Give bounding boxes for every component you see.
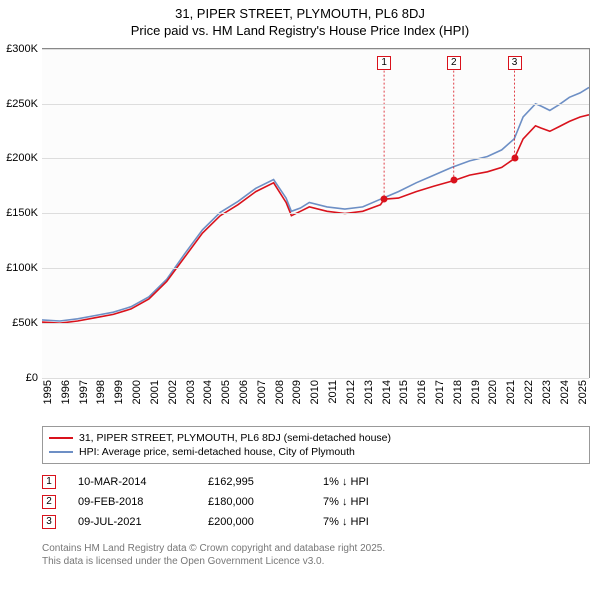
sales-table: 1 10-MAR-2014£162,9951% ↓ HPI 2 09-FEB-2018…	[42, 472, 590, 532]
sale-marker-box: 3	[508, 56, 522, 70]
x-tick-label: 2005	[220, 380, 232, 404]
sale-date: 10-MAR-2014	[78, 476, 208, 488]
y-tick-label: £200K	[0, 152, 38, 164]
x-tick-label: 2010	[309, 380, 321, 404]
y-tick-label: £300K	[0, 43, 38, 55]
gridline-h	[42, 268, 589, 269]
sale-point	[450, 177, 457, 184]
x-tick-label: 2025	[577, 380, 589, 404]
x-tick-label: 2022	[523, 380, 535, 404]
legend-label: HPI: Average price, semi-detached house,…	[79, 446, 355, 458]
x-tick-label: 1997	[78, 380, 90, 404]
sale-diff: 7% ↓ HPI	[323, 516, 423, 528]
x-tick-label: 2007	[256, 380, 268, 404]
x-tick-label: 1995	[42, 380, 54, 404]
x-tick-label: 2006	[238, 380, 250, 404]
x-tick-label: 2024	[559, 380, 571, 404]
gridline-h	[42, 323, 589, 324]
legend-row: HPI: Average price, semi-detached house,…	[49, 445, 583, 459]
footer-attribution: Contains HM Land Registry data © Crown c…	[42, 542, 590, 568]
sale-date: 09-JUL-2021	[78, 516, 208, 528]
x-tick-label: 2014	[381, 380, 393, 404]
table-row: 2 09-FEB-2018£180,0007% ↓ HPI	[42, 492, 590, 512]
x-tick-label: 2011	[327, 380, 339, 404]
sale-diff: 7% ↓ HPI	[323, 496, 423, 508]
legend-row: 31, PIPER STREET, PLYMOUTH, PL6 8DJ (sem…	[49, 431, 583, 445]
sale-diff: 1% ↓ HPI	[323, 476, 423, 488]
x-tick-label: 2021	[505, 380, 517, 404]
price-chart: £0£50K£100K£150K£200K£250K£300K123	[42, 48, 590, 378]
table-row: 3 09-JUL-2021£200,0007% ↓ HPI	[42, 512, 590, 532]
x-tick-label: 2009	[291, 380, 303, 404]
x-tick-label: 2013	[363, 380, 375, 404]
y-tick-label: £150K	[0, 207, 38, 219]
sale-num-box: 1	[42, 475, 56, 489]
gridline-h	[42, 49, 589, 50]
x-tick-label: 2023	[541, 380, 553, 404]
x-tick-label: 1999	[113, 380, 125, 404]
x-tick-label: 2002	[167, 380, 179, 404]
sale-date: 09-FEB-2018	[78, 496, 208, 508]
x-tick-label: 2019	[470, 380, 482, 404]
x-tick-label: 2012	[345, 380, 357, 404]
legend: 31, PIPER STREET, PLYMOUTH, PL6 8DJ (sem…	[42, 426, 590, 464]
sale-price: £180,000	[208, 496, 323, 508]
legend-label: 31, PIPER STREET, PLYMOUTH, PL6 8DJ (sem…	[79, 432, 391, 444]
y-tick-label: £250K	[0, 98, 38, 110]
sale-num-box: 2	[42, 495, 56, 509]
sale-num-box: 3	[42, 515, 56, 529]
footer-line1: Contains HM Land Registry data © Crown c…	[42, 542, 590, 555]
footer-line2: This data is licensed under the Open Gov…	[42, 555, 590, 568]
table-row: 1 10-MAR-2014£162,9951% ↓ HPI	[42, 472, 590, 492]
y-tick-label: £0	[0, 372, 38, 384]
title-line2: Price paid vs. HM Land Registry's House …	[0, 23, 600, 40]
sale-marker-box: 1	[377, 56, 391, 70]
chart-title: 31, PIPER STREET, PLYMOUTH, PL6 8DJ Pric…	[0, 0, 600, 40]
sale-price: £200,000	[208, 516, 323, 528]
x-tick-label: 2008	[274, 380, 286, 404]
gridline-h	[42, 158, 589, 159]
x-tick-label: 1998	[95, 380, 107, 404]
legend-swatch	[49, 437, 73, 439]
y-tick-label: £100K	[0, 262, 38, 274]
title-line1: 31, PIPER STREET, PLYMOUTH, PL6 8DJ	[0, 6, 600, 23]
legend-swatch	[49, 451, 73, 453]
sale-point	[511, 155, 518, 162]
x-tick-label: 2003	[185, 380, 197, 404]
x-tick-label: 2020	[487, 380, 499, 404]
x-tick-label: 1996	[60, 380, 72, 404]
x-tick-label: 2017	[434, 380, 446, 404]
x-tick-label: 2004	[202, 380, 214, 404]
x-tick-label: 2001	[149, 380, 161, 404]
sale-marker-box: 2	[447, 56, 461, 70]
series-hpi	[42, 87, 589, 321]
y-tick-label: £50K	[0, 317, 38, 329]
gridline-h	[42, 104, 589, 105]
x-tick-label: 2016	[416, 380, 428, 404]
x-tick-label: 2018	[452, 380, 464, 404]
x-tick-label: 2015	[398, 380, 410, 404]
sale-point	[381, 196, 388, 203]
x-axis-labels: 1995 1996 1997 1998 1999 2000 2001 2002 2003 2004…	[42, 378, 590, 420]
x-tick-label: 2000	[131, 380, 143, 404]
gridline-h	[42, 213, 589, 214]
sale-price: £162,995	[208, 476, 323, 488]
